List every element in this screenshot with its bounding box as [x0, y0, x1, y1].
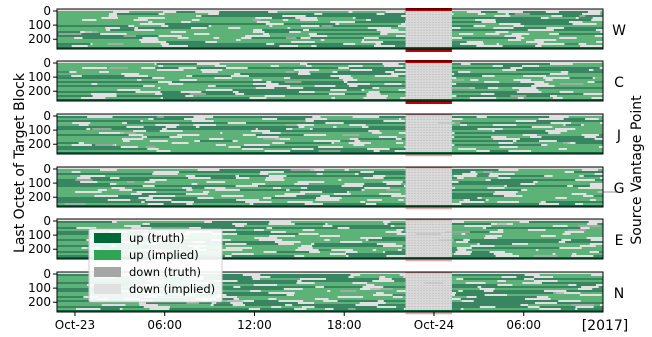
- legend-swatch: [94, 250, 121, 260]
- y-tick-label: 200: [28, 137, 51, 151]
- vantage-point-label: C: [614, 75, 624, 91]
- outage-region: [405, 61, 452, 101]
- vantage-point-label: G: [614, 181, 625, 197]
- y-axis-label: Last Octet of Target Block: [12, 72, 28, 253]
- outage-region: [405, 272, 452, 312]
- panel-frame: [56, 166, 604, 208]
- panel-frame: [56, 60, 604, 102]
- legend-label: up (implied): [129, 248, 199, 262]
- legend-frame: [88, 228, 223, 303]
- legend-swatch: [94, 267, 121, 277]
- y-tick-label: 100: [28, 176, 51, 190]
- vantage-point-axis-label: Source Vantage Point: [629, 95, 645, 245]
- panel-frame: [56, 271, 604, 313]
- panel-rows: [57, 116, 603, 152]
- vantage-point-label: N: [614, 286, 624, 302]
- panel-background: [57, 114, 603, 154]
- legend-label: down (truth): [129, 265, 201, 279]
- y-tick-label: 0: [43, 4, 51, 18]
- y-tick-label: 0: [43, 162, 51, 176]
- panel-rows: [57, 11, 603, 47]
- y-tick-label: 200: [28, 295, 51, 309]
- y-tick-label: 200: [28, 32, 51, 46]
- y-tick-label: 100: [28, 70, 51, 84]
- outage-region: [405, 114, 452, 154]
- vantage-point-label: E: [615, 233, 624, 249]
- y-tick-label: 0: [43, 109, 51, 123]
- x-axis-ticks: Oct-23 06:00 12:00 18:00 Oct-24 06:00: [55, 312, 541, 332]
- x-tick-label: Oct-23: [55, 318, 95, 332]
- panel-frame: [56, 8, 604, 50]
- y-tick-label: 0: [43, 267, 51, 281]
- y-tick-label: 100: [28, 18, 51, 32]
- y-tick-label: 200: [28, 84, 51, 98]
- x-tick-label: 06:00: [147, 318, 182, 332]
- legend-label: up (truth): [129, 231, 185, 245]
- legend-swatch: [94, 233, 121, 243]
- year-label: [2017]: [582, 318, 629, 334]
- y-tick-label: 100: [28, 281, 51, 295]
- legend-swatch: [94, 284, 121, 294]
- x-tick-label: Oct-24: [414, 318, 454, 332]
- legend-label: down (implied): [129, 282, 215, 296]
- panel-rows: [57, 63, 603, 99]
- legend: up (truth) up (implied) down (truth) down (…: [88, 228, 223, 303]
- y-tick-label: 200: [28, 190, 51, 204]
- panel-background: [57, 167, 603, 207]
- y-tick-label: 0: [43, 56, 51, 70]
- vantage-point-label: J: [616, 128, 621, 144]
- panel-frame: [56, 113, 604, 155]
- y-tick-label: 100: [28, 123, 51, 137]
- panels-group: 0100200W0100200C0100200J0100200G0100200E…: [28, 4, 626, 315]
- panel-frame: [56, 218, 604, 260]
- outage-region: [405, 9, 452, 49]
- y-tick-label: 100: [28, 228, 51, 242]
- vantage-point-label: W: [612, 23, 626, 39]
- y-tick-label: 0: [43, 214, 51, 228]
- panel-background: [57, 61, 603, 101]
- y-tick-label: 200: [28, 242, 51, 256]
- panel-rows: [57, 169, 618, 205]
- outage-region: [405, 167, 452, 207]
- panel-background: [57, 9, 603, 49]
- x-tick-label: 06:00: [506, 318, 541, 332]
- outage-region: [405, 219, 452, 259]
- x-tick-label: 12:00: [237, 318, 272, 332]
- x-tick-label: 18:00: [327, 318, 362, 332]
